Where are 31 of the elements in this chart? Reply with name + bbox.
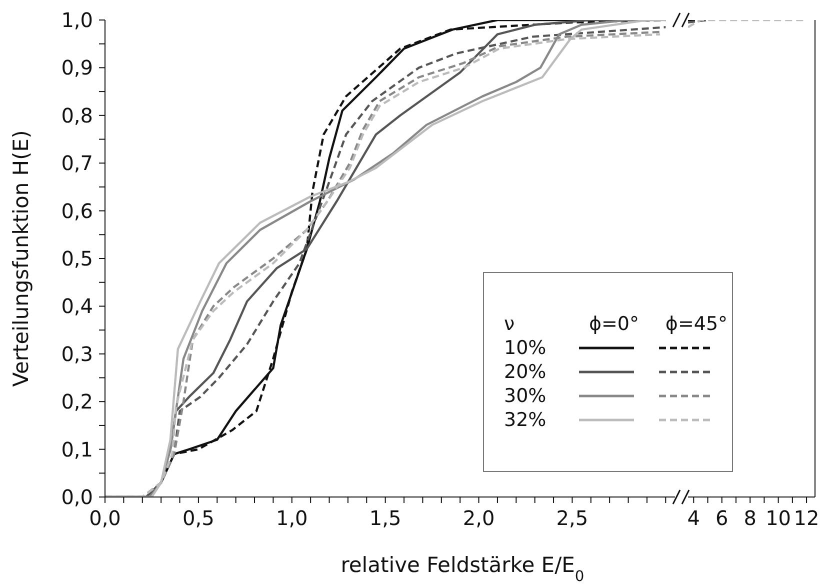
x-axis-title: relative Feldstärke E/E$_{0}$ [340,553,584,584]
x-tick-label: 12 [794,506,820,530]
y-tick-label: 0,8 [61,103,93,128]
y-tick-label: 0,9 [61,56,93,80]
annotation: ϕ=0° [588,313,640,335]
y-tick-label: 0,4 [61,294,93,318]
x-tick-label: 1,5 [369,506,402,530]
y-tick-label: 0,1 [61,437,93,462]
x-tick-label: 1,0 [276,506,308,530]
x-tick-label: 0,0 [89,506,121,530]
y-tick-label: 0,6 [61,198,93,223]
x-tick-label: 2,5 [556,506,588,530]
x-tick-label: 8 [744,506,756,530]
x-tick-label: 0,5 [182,506,214,530]
y-tick-label: 0,5 [61,246,93,270]
y-tick-label: 0,7 [61,151,93,176]
y-tick-label: 1,0 [61,8,93,32]
legend-label: 20% [504,361,548,383]
y-tick-label: 0,2 [61,390,93,414]
legend-title: ν [504,313,516,335]
y-axis-title: Verteilungsfunktion H(E) [9,130,33,387]
legend-label: 32% [504,409,548,431]
x-tick-label: 4 [687,506,700,530]
y-tick-label: 0,3 [61,342,93,366]
x-tick-label: 6 [716,506,728,530]
y-tick-label: 0,0 [61,485,93,509]
legend-label: 10% [504,337,548,359]
x-tick-label: 2,0 [462,506,495,530]
annotation: ϕ=45° [664,313,729,335]
x-tick-label: 10 [766,506,792,530]
legend-label: 30% [504,385,548,407]
